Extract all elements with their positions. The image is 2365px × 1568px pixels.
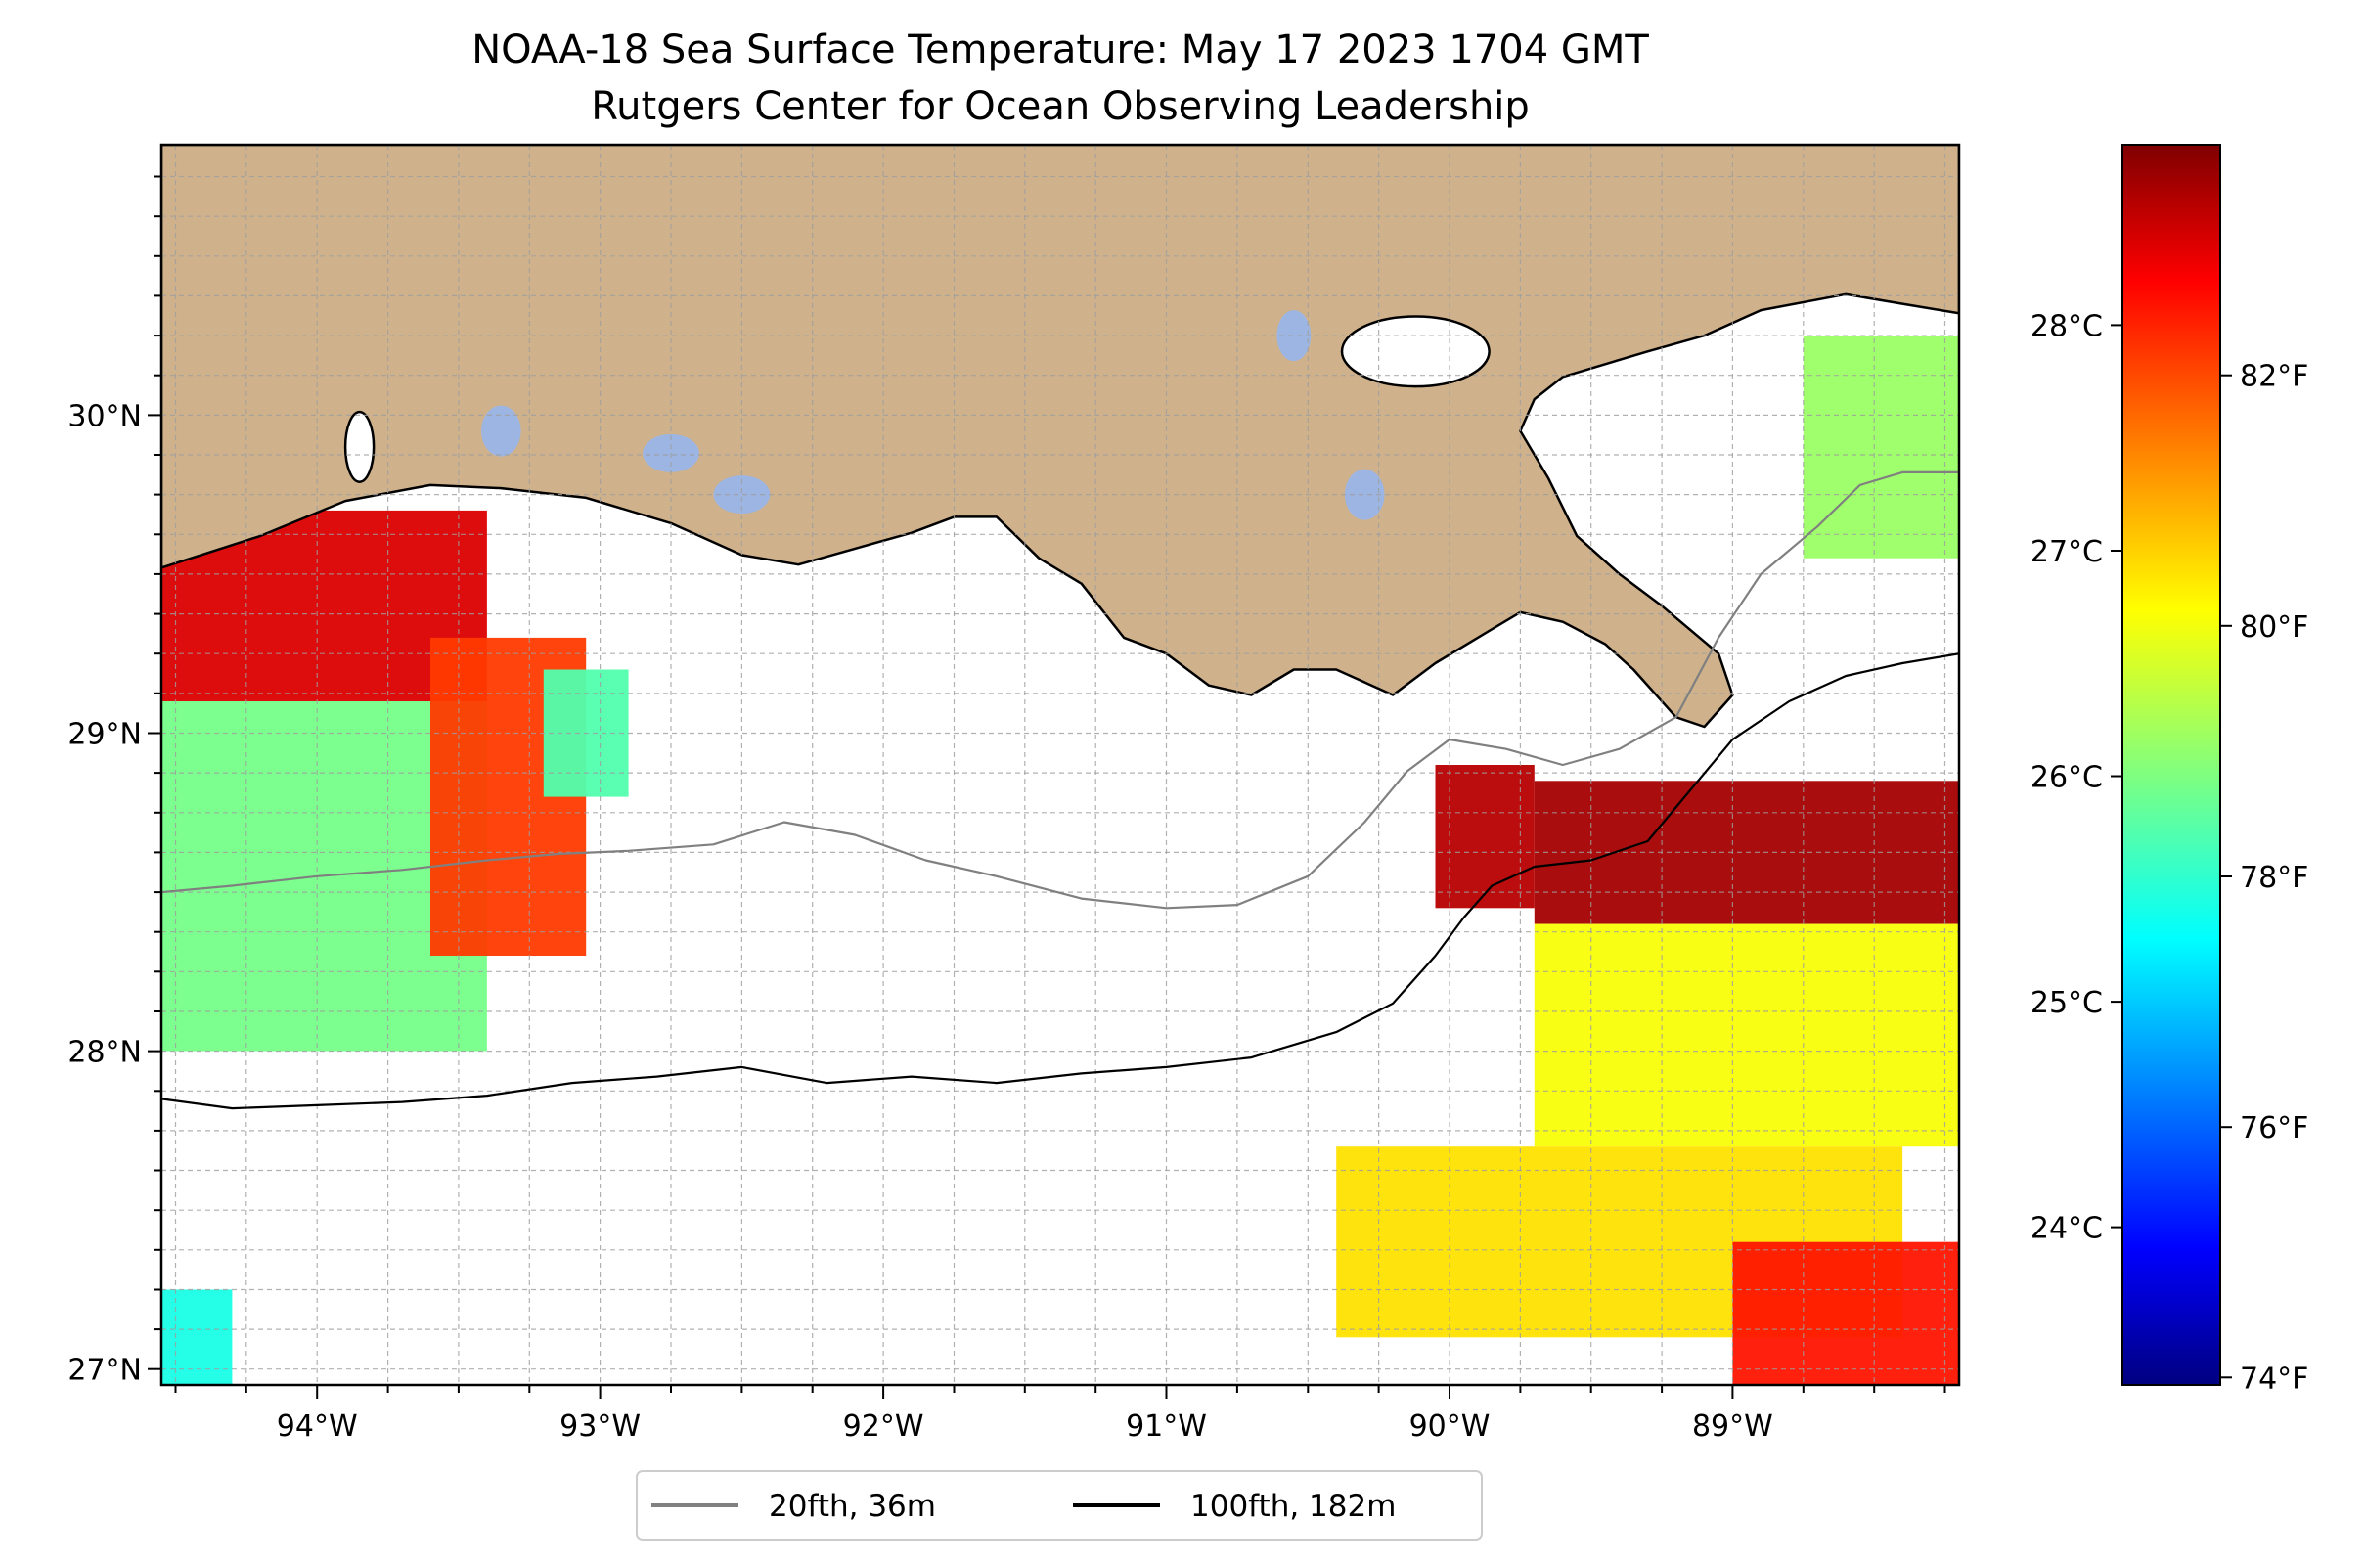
longitude-axis bbox=[174, 1385, 1946, 1399]
lon-tick-label-4: 90°W bbox=[1409, 1410, 1491, 1444]
gridlines bbox=[161, 145, 1959, 1385]
lat-tick-label-2: 29°N bbox=[67, 718, 142, 752]
sst-region-10 bbox=[161, 1289, 233, 1385]
lat-tick-label-1: 28°N bbox=[67, 1036, 142, 1070]
isobath-line-0 bbox=[161, 470, 1959, 910]
map-panel bbox=[161, 145, 1959, 1385]
sst-region-9 bbox=[1803, 336, 1959, 559]
fahrenheit-tick-label-2: 78°F bbox=[2240, 861, 2308, 895]
fahrenheit-tick-label-3: 80°F bbox=[2240, 610, 2308, 645]
white-lake bbox=[713, 475, 771, 515]
lakes bbox=[481, 310, 1385, 520]
sst-region-8 bbox=[1732, 1241, 1959, 1385]
longitude-tick-labels: 94°W 93°W 92°W 91°W 90°W 89°W bbox=[277, 1410, 1773, 1444]
sabine-lake bbox=[343, 410, 376, 483]
lon-tick-label-1: 93°W bbox=[559, 1410, 641, 1444]
latitude-tick-labels: 27°N 28°N 29°N 30°N bbox=[67, 399, 142, 1387]
legend-label-20fth: 20fth, 36m bbox=[769, 1489, 936, 1524]
lon-tick-label-5: 89°W bbox=[1692, 1410, 1773, 1444]
fahrenheit-tick-label-4: 82°F bbox=[2240, 360, 2308, 394]
celsius-tick-label-4: 28°C bbox=[2030, 309, 2103, 343]
map-title: NOAA-18 Sea Surface Temperature: May 17 … bbox=[471, 27, 1649, 72]
legend-label-100fth: 100fth, 182m bbox=[1190, 1489, 1396, 1524]
celsius-tick-label-1: 25°C bbox=[2030, 986, 2103, 1020]
lake-maurepas bbox=[1276, 310, 1312, 362]
lon-tick-label-2: 92°W bbox=[843, 1410, 924, 1444]
lon-tick-label-0: 94°W bbox=[277, 1410, 358, 1444]
sst-region-4 bbox=[1435, 765, 1535, 909]
lat-tick-label-0: 27°N bbox=[67, 1354, 142, 1388]
isobath-line-1 bbox=[161, 652, 1959, 1110]
celsius-tick-label-0: 24°C bbox=[2030, 1212, 2103, 1246]
colorbar-fahrenheit-axis: 74°F 76°F 78°F 80°F 82°F bbox=[2220, 360, 2308, 1396]
lake-pontchartrain bbox=[1340, 315, 1491, 388]
lake-calcasieu bbox=[481, 405, 521, 457]
map-frame bbox=[159, 143, 1961, 1387]
map-subtitle: Rutgers Center for Ocean Observing Leade… bbox=[591, 84, 1530, 129]
latitude-axis bbox=[148, 175, 161, 1370]
lon-tick-label-3: 91°W bbox=[1126, 1410, 1207, 1444]
fahrenheit-tick-label-0: 74°F bbox=[2240, 1362, 2308, 1396]
colorbar: 24°C 25°C 26°C 27°C 28°C 74°F 76°F 78°F 80°F 82°… bbox=[2030, 144, 2308, 1396]
legend: 20fth, 36m 100fth, 182m bbox=[636, 1470, 1483, 1541]
isobaths bbox=[161, 470, 1959, 1110]
colorbar-celsius-axis: 24°C 25°C 26°C 27°C 28°C bbox=[2030, 309, 2122, 1246]
lat-tick-label-3: 30°N bbox=[67, 399, 142, 433]
colorbar-gradient bbox=[2121, 144, 2221, 1386]
celsius-tick-label-2: 26°C bbox=[2030, 761, 2103, 795]
legend-box bbox=[636, 1470, 1483, 1541]
lake-salvador bbox=[1344, 469, 1385, 520]
sst-region-6 bbox=[1534, 923, 1959, 1147]
celsius-tick-label-3: 27°C bbox=[2030, 535, 2103, 569]
fahrenheit-tick-label-1: 76°F bbox=[2240, 1111, 2308, 1145]
